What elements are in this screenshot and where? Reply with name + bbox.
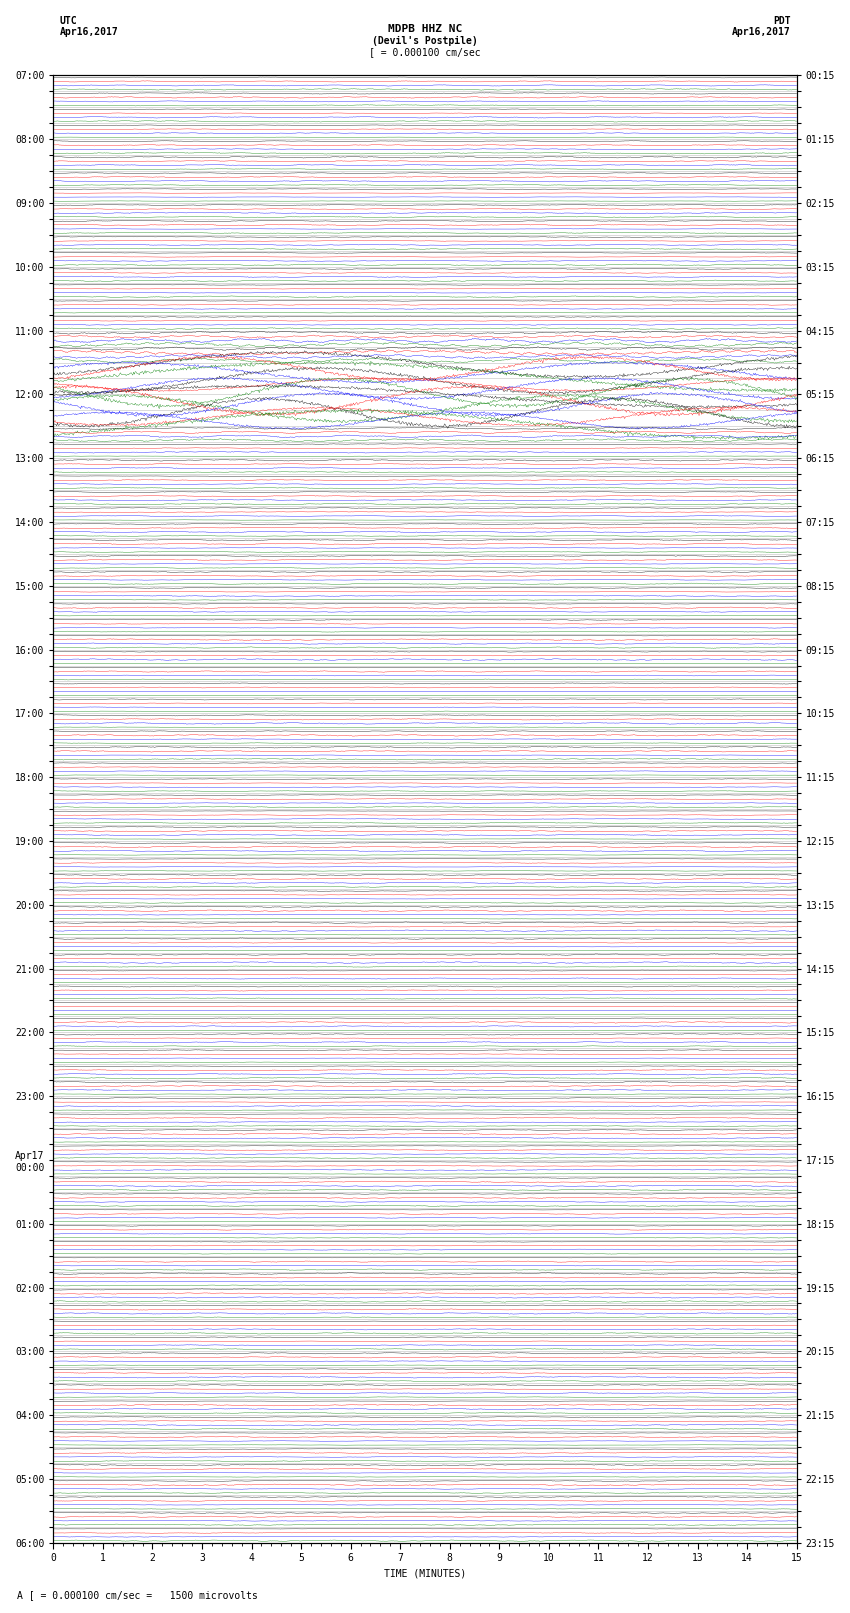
Text: A [ = 0.000100 cm/sec =   1500 microvolts: A [ = 0.000100 cm/sec = 1500 microvolts: [17, 1590, 258, 1600]
Text: MDPB HHZ NC: MDPB HHZ NC: [388, 24, 462, 34]
Text: [ = 0.000100 cm/sec: [ = 0.000100 cm/sec: [369, 47, 481, 56]
X-axis label: TIME (MINUTES): TIME (MINUTES): [384, 1569, 466, 1579]
Text: Apr16,2017: Apr16,2017: [732, 27, 791, 37]
Text: UTC: UTC: [60, 16, 77, 26]
Text: Apr16,2017: Apr16,2017: [60, 27, 118, 37]
Text: PDT: PDT: [773, 16, 790, 26]
Text: (Devil's Postpile): (Devil's Postpile): [372, 35, 478, 45]
